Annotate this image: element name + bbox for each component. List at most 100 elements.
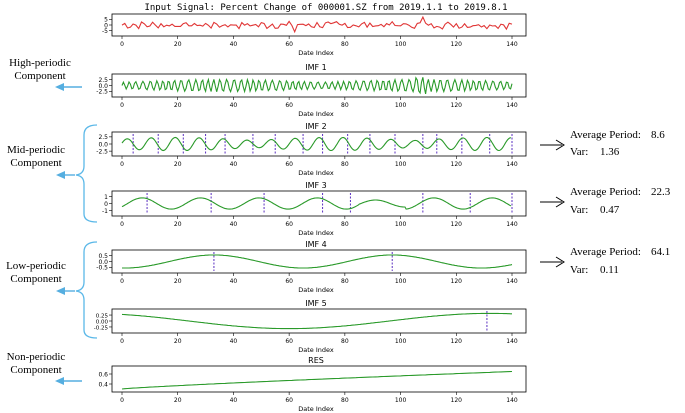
imf2-xtick-label: 140 xyxy=(506,161,518,168)
mid-periodic-label-line2: Component xyxy=(10,157,61,169)
imf5-title: IMF 5 xyxy=(305,299,327,308)
res-xtick-label: 40 xyxy=(230,397,238,404)
imf1-line xyxy=(121,76,513,95)
imf2-panel: IMF 2 2.50.0-2.5 0 20 40 60 80 100 120 140 Date I… xyxy=(96,122,527,177)
imf5-frame xyxy=(111,308,527,334)
non-periodic-arrowhead xyxy=(55,377,64,385)
imf4-frame xyxy=(111,249,527,274)
imf2-xtick-label: 0 xyxy=(120,161,124,168)
input-signal-panel: Input Signal: Percent Change of 000001.S… xyxy=(102,3,527,57)
input-signal-ytick-label: 0 xyxy=(104,22,108,29)
non-periodic-label-line2: Component xyxy=(10,364,61,376)
imf1-xtick-label: 40 xyxy=(230,102,238,109)
res-panel: RES 0.6 0.4 0 20 40 60 80 100 120 140 Date Index xyxy=(98,356,527,413)
imf4-xtick-label: 120 xyxy=(451,278,463,285)
right-stats: Average Period: 8.6 Var: 1.36 Average Pe… xyxy=(540,129,671,276)
imf1-ytick-label: 2.5 xyxy=(98,77,108,84)
res-xtick-label: 140 xyxy=(506,397,518,404)
imf3-ytick-label: 0 xyxy=(104,201,108,208)
low-periodic-brace xyxy=(75,241,98,339)
high-periodic-label-line2: Component xyxy=(14,70,65,82)
imf1-xtick-label: 80 xyxy=(341,102,349,109)
input-signal-xtick-label: 80 xyxy=(341,41,349,48)
res-xtick-label: 60 xyxy=(285,397,293,404)
imf5-line xyxy=(121,312,512,330)
imf4-xtick-label: 100 xyxy=(395,278,407,285)
imf3-var-label: Var: xyxy=(570,204,588,216)
res-xtick-label: 120 xyxy=(451,397,463,404)
imf5-xtick-label: 80 xyxy=(341,338,349,345)
imf4-xtick-label: 0 xyxy=(120,278,124,285)
imf5-xtick-label: 20 xyxy=(174,338,182,345)
imf4-xtick-label: 40 xyxy=(230,278,238,285)
imf2-xtick-label: 60 xyxy=(285,161,293,168)
input-signal-xtick-label: 0 xyxy=(120,41,124,48)
input-signal-xtick-label: 60 xyxy=(285,41,293,48)
mid-periodic-arrowhead xyxy=(56,171,65,179)
imf5-xtick-label: 0 xyxy=(120,338,124,345)
imf4-ytick-label: 0.0 xyxy=(98,259,108,266)
imf3-xlabel: Date Index xyxy=(298,229,334,237)
imf4-line xyxy=(122,254,513,269)
res-plot: 0.6 0.4 0 20 40 60 80 100 120 140 Date Index xyxy=(98,370,518,413)
imf3-line xyxy=(121,197,512,210)
low-periodic-label-line2: Component xyxy=(10,273,61,285)
input-signal-title: Input Signal: Percent Change of 000001.S… xyxy=(144,3,507,13)
imf1-xtick-label: 120 xyxy=(451,102,463,109)
imf1-xtick-label: 0 xyxy=(120,102,124,109)
imf2-frame xyxy=(111,131,527,157)
imf2-stats-arrowhead xyxy=(555,139,565,151)
imf5-xtick-label: 100 xyxy=(395,338,407,345)
imf3-title: IMF 3 xyxy=(305,181,327,190)
imf5-xtick-label: 120 xyxy=(451,338,463,345)
imf3-xtick-label: 0 xyxy=(120,221,124,228)
res-xlabel: Date Index xyxy=(298,405,334,413)
input-signal-ytick-label: 5 xyxy=(104,17,108,24)
imf5-ytick-label: -0.25 xyxy=(94,325,109,331)
imf3-xtick-label: 40 xyxy=(230,221,238,228)
imf5-panel: IMF 5 0.250.00-0.25 0 20 40 60 80 100 120 140 Dat… xyxy=(94,299,527,354)
imf5-ytick-label: 0.25 xyxy=(96,313,109,319)
low-periodic-arrowhead xyxy=(56,287,65,295)
imf2-ytick-label: 0.0 xyxy=(98,141,108,148)
imf2-var-value: 1.36 xyxy=(600,146,620,158)
mid-periodic-brace xyxy=(75,124,98,223)
res-xtick-label: 80 xyxy=(341,397,349,404)
imf4-panel: IMF 4 0.50.0-0.5 0 20 40 60 80 100 120 140 Date I… xyxy=(96,240,527,294)
imf2-xtick-label: 120 xyxy=(451,161,463,168)
imf1-plot: 2.50.0-2.5 0 20 40 60 80 100 120 140 Date Index xyxy=(96,76,518,118)
imf3-xtick-label: 20 xyxy=(174,221,182,228)
res-xtick-label: 100 xyxy=(395,397,407,404)
imf3-period-value: 22.3 xyxy=(651,186,671,198)
input-signal-xtick-label: 20 xyxy=(174,41,182,48)
imf2-plot: 2.50.0-2.5 0 20 40 60 80 100 120 140 Date Index xyxy=(96,134,518,177)
imf2-title: IMF 2 xyxy=(305,122,327,131)
res-line xyxy=(121,370,513,390)
imf2-xlabel: Date Index xyxy=(298,169,334,177)
imf4-var-value: 0.11 xyxy=(600,264,619,276)
imf2-period-label: Average Period: xyxy=(570,129,641,141)
imf1-panel: IMF 1 2.50.0-2.5 0 20 40 60 80 100 120 140 Date I… xyxy=(96,63,527,118)
imf3-frame xyxy=(111,190,527,217)
imf3-xtick-label: 120 xyxy=(451,221,463,228)
imf2-xtick-label: 40 xyxy=(230,161,238,168)
imf4-ytick-label: 0.5 xyxy=(98,253,108,260)
imf2-line xyxy=(121,136,511,152)
imf4-xlabel: Date Index xyxy=(298,286,334,294)
imf2-xtick-label: 20 xyxy=(174,161,182,168)
high-periodic-label-line1: High-periodic xyxy=(9,57,71,69)
imf5-xtick-label: 40 xyxy=(230,338,238,345)
imf5-xtick-label: 60 xyxy=(285,338,293,345)
mid-periodic-label-line1: Mid-periodic xyxy=(7,144,65,156)
imf2-ytick-label: -2.5 xyxy=(96,148,108,155)
imf4-xtick-label: 80 xyxy=(341,278,349,285)
imf5-xlabel: Date Index xyxy=(298,346,334,354)
imf4-period-label: Average Period: xyxy=(570,246,641,258)
res-xtick-label: 20 xyxy=(174,397,182,404)
input-signal-xlabel: Date Index xyxy=(298,49,334,57)
non-periodic-label-line1: Non-periodic xyxy=(7,351,66,363)
